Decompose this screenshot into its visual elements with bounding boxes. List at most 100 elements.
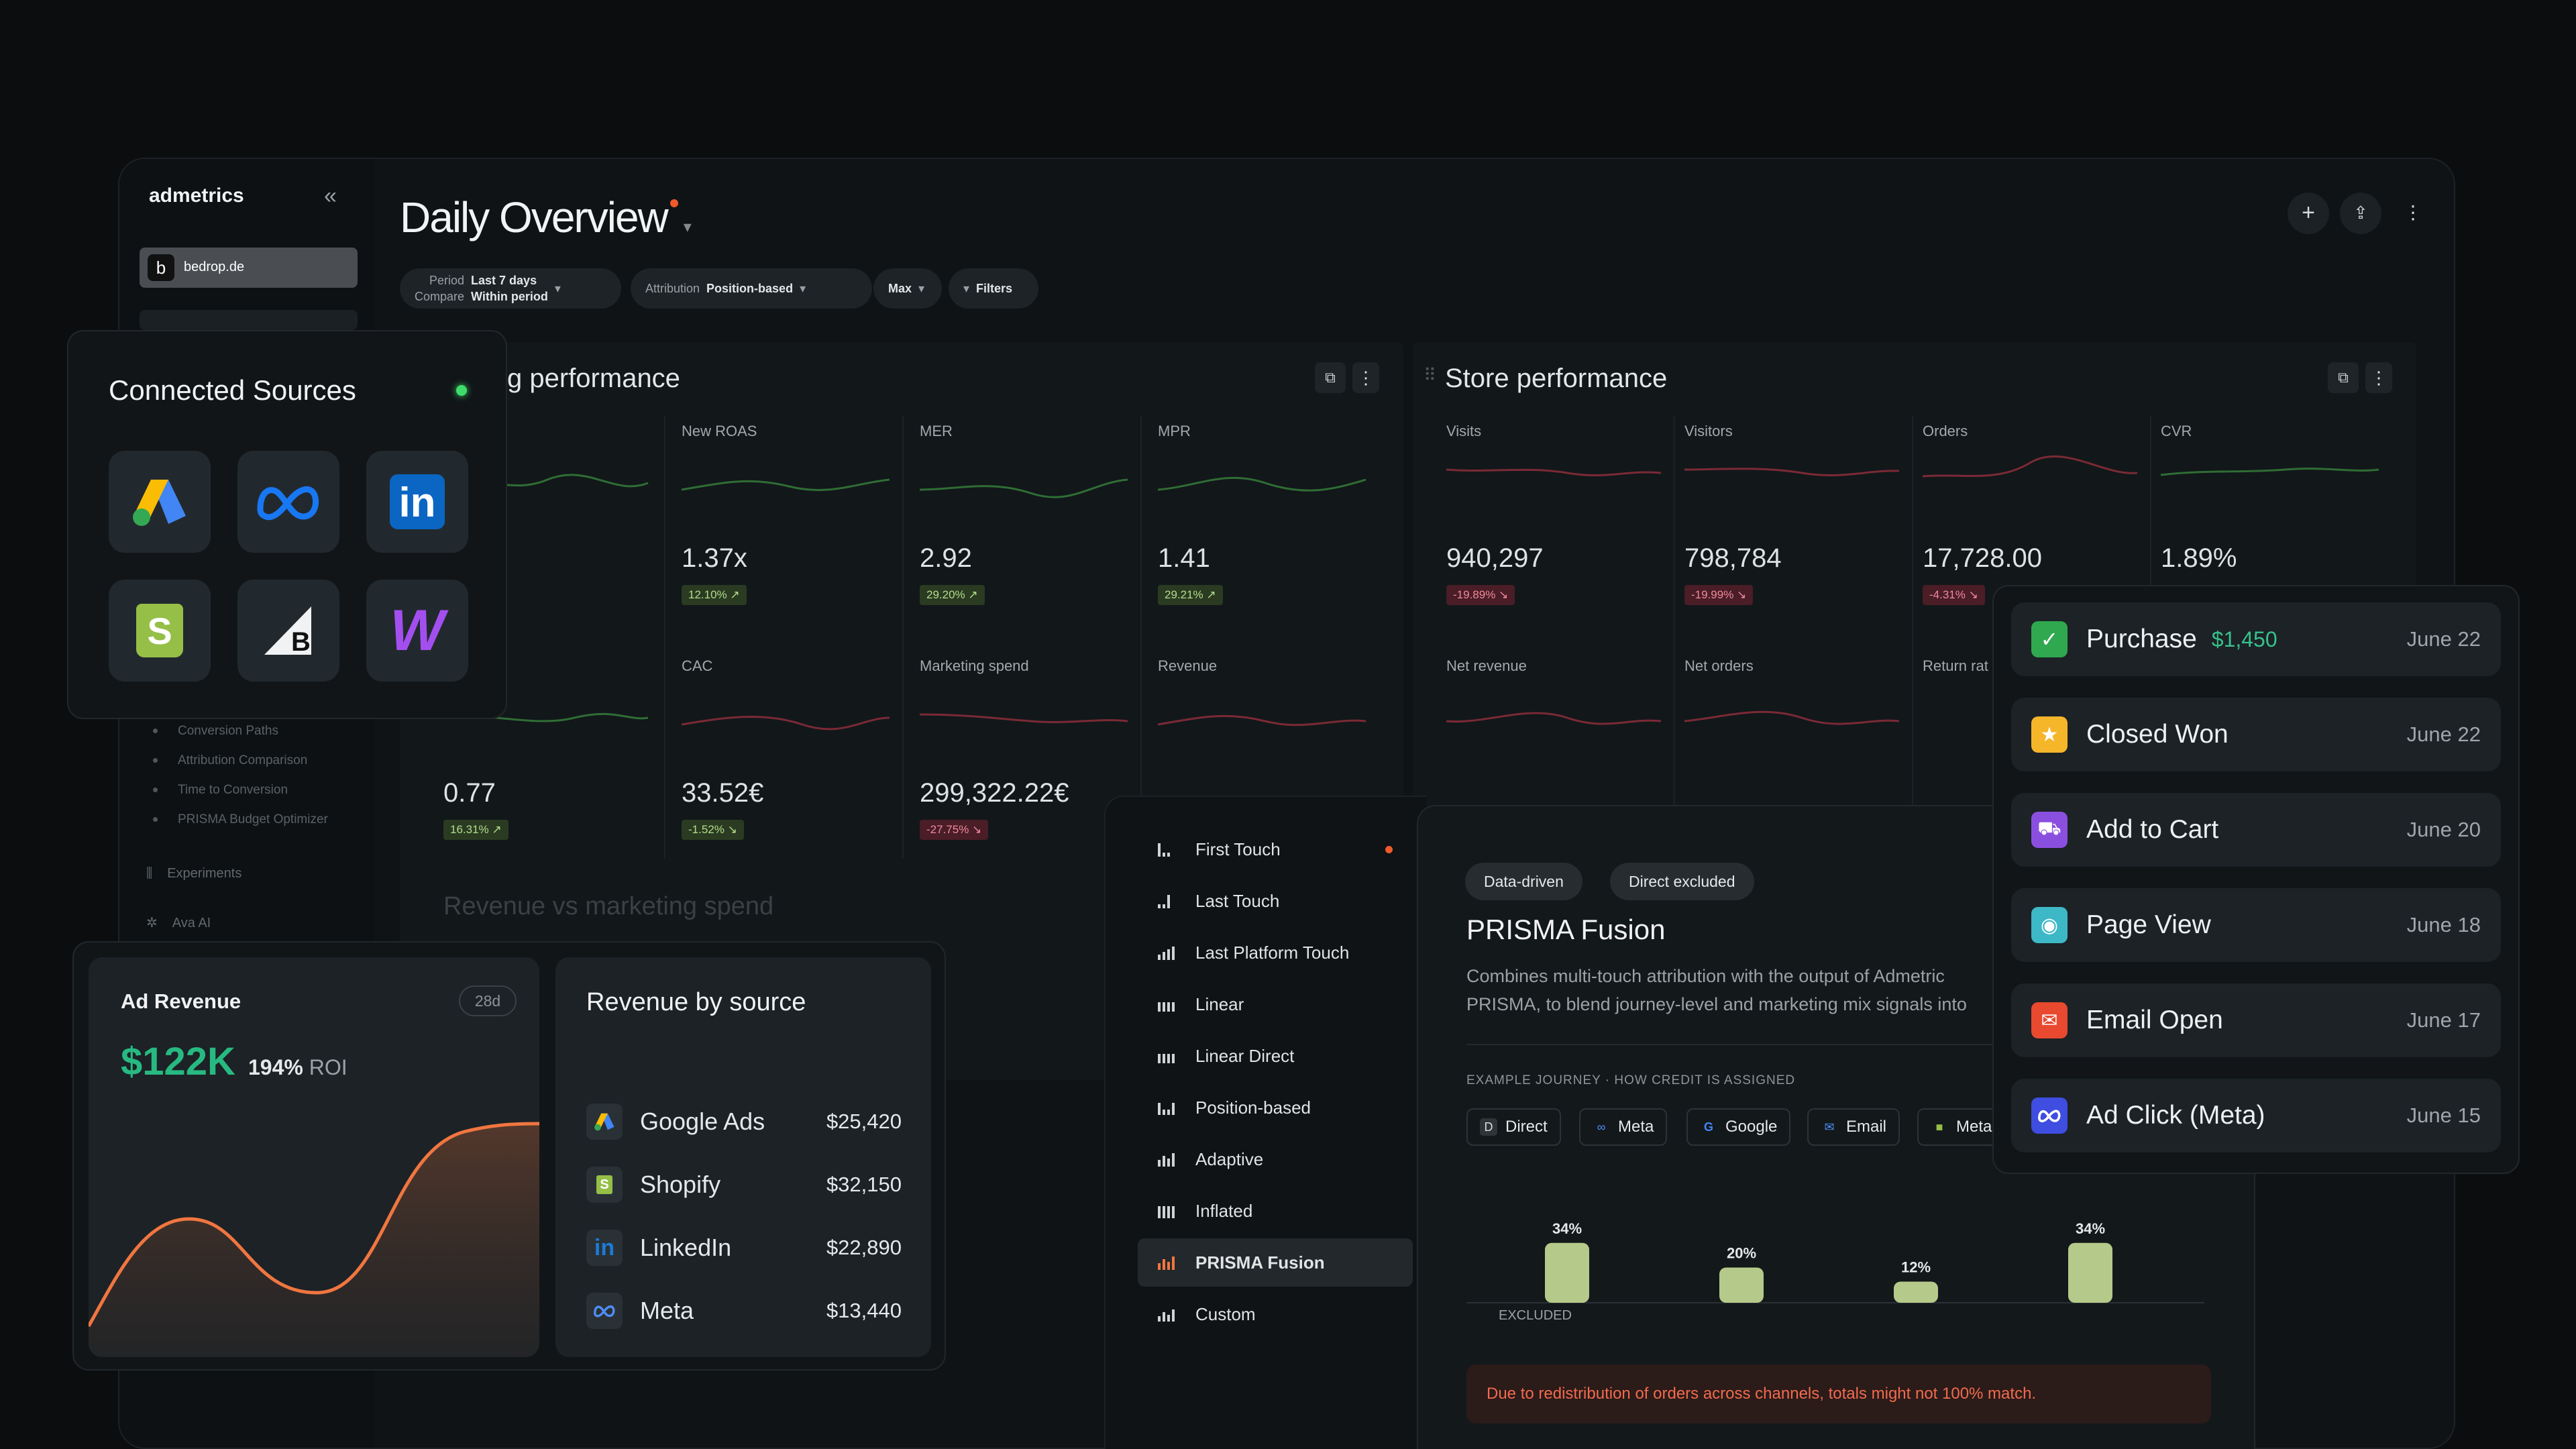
- sidebar-subitem[interactable]: Attribution Comparison: [153, 753, 307, 768]
- card-title: Ad Revenue: [121, 989, 241, 1013]
- account-switcher[interactable]: b bedrop.de: [140, 248, 358, 288]
- email-icon: ✉: [1824, 1120, 1835, 1134]
- model-item-inflated[interactable]: Inflated: [1138, 1187, 1413, 1235]
- account-name: bedrop.de: [184, 260, 245, 274]
- share-icon[interactable]: ⇪: [2340, 193, 2381, 234]
- sidebar-item-experiments[interactable]: ⫼ Experiments: [146, 866, 242, 881]
- attribution-filter[interactable]: Attribution Position-based ▾: [631, 268, 872, 309]
- more-icon[interactable]: ⋮: [2404, 202, 2422, 223]
- source-row[interactable]: Google Ads $25,420: [586, 1099, 902, 1144]
- model-item-last-platform-touch[interactable]: Last Platform Touch: [1138, 928, 1413, 977]
- event-row[interactable]: Ad Click (Meta) June 15: [2011, 1079, 2501, 1152]
- source-tile-woocommerce[interactable]: W: [366, 580, 468, 682]
- metric-delta-badge: 16.31% ↗: [443, 820, 508, 840]
- metric-delta-badge: 12.10% ↗: [682, 585, 747, 605]
- source-tile-meta[interactable]: [237, 451, 339, 553]
- metric-value: 2.92: [920, 543, 972, 573]
- model-item-prisma-fusion[interactable]: PRISMA Fusion: [1138, 1238, 1413, 1287]
- event-row[interactable]: ★ Closed Won June 22: [2011, 698, 2501, 771]
- source-row[interactable]: Meta $13,440: [586, 1289, 902, 1333]
- source-tile-linkedin[interactable]: in: [366, 451, 468, 553]
- meta-icon: [257, 486, 319, 521]
- shopify-icon: S: [586, 1167, 623, 1203]
- ad-revenue-card: Ad Revenue 28d $122K 194% ROI: [89, 957, 539, 1357]
- add-icon[interactable]: +: [2288, 193, 2329, 234]
- inflated-icon: [1158, 1203, 1175, 1218]
- star-icon: ★: [2031, 716, 2068, 753]
- google-icon: G: [1703, 1120, 1713, 1134]
- period-filter[interactable]: Period Compare Last 7 days Within period ▾: [400, 268, 621, 309]
- sidebar-subitem[interactable]: Time to Conversion: [153, 783, 288, 798]
- source-tile-google-ads[interactable]: [109, 451, 211, 553]
- model-item-custom[interactable]: Custom: [1138, 1290, 1413, 1338]
- chevron-down-icon: ▾: [554, 281, 561, 295]
- metric-label: MPR: [1158, 423, 1191, 439]
- tag-data-driven: Data-driven: [1465, 863, 1582, 900]
- event-row[interactable]: ◉ Page View June 18: [2011, 888, 2501, 962]
- drag-handle-icon[interactable]: ⠿: [1424, 365, 1437, 385]
- page-title: Daily Overview ▾: [400, 193, 692, 241]
- model-item-linear[interactable]: Linear: [1138, 980, 1413, 1028]
- source-tile-shopify[interactable]: S: [109, 580, 211, 682]
- collapse-sidebar-icon[interactable]: «: [324, 183, 337, 209]
- more-icon[interactable]: ⋮: [2365, 362, 2392, 393]
- sidebar-item-ava-ai[interactable]: ✲ Ava AI: [146, 916, 211, 930]
- metric-value: 17,728.00: [1923, 543, 2042, 573]
- open-external-icon[interactable]: ⧉: [1315, 362, 1346, 393]
- more-icon[interactable]: ⋮: [1352, 362, 1379, 393]
- meta-icon: ∞: [1597, 1120, 1606, 1134]
- status-dot: [456, 385, 467, 396]
- last-touch-icon: [1158, 894, 1175, 908]
- metric-label: CAC: [682, 657, 713, 674]
- model-item-linear-direct[interactable]: Linear Direct: [1138, 1032, 1413, 1080]
- metric-label: Visits: [1446, 423, 1482, 439]
- metric-value: 1.37x: [682, 543, 747, 573]
- ad-revenue-value: $122K: [121, 1040, 235, 1083]
- sidebar-subitem[interactable]: Conversion Paths: [153, 724, 278, 739]
- model-item-first-touch[interactable]: First Touch: [1138, 825, 1413, 873]
- metric-value: 798,784: [1684, 543, 1782, 573]
- linear-icon: [1158, 997, 1175, 1012]
- metric-value: 33.52€: [682, 778, 764, 808]
- journey-chip-direct: D Direct: [1466, 1108, 1561, 1146]
- mail-icon: ✉: [2031, 1002, 2068, 1038]
- metric-label: Marketing spend: [920, 657, 1029, 674]
- event-row[interactable]: ⛟ Add to Cart June 20: [2011, 793, 2501, 867]
- window-filter[interactable]: Max ▾: [873, 268, 942, 309]
- period-badge[interactable]: 28d: [459, 985, 517, 1016]
- svg-text:B: B: [291, 627, 311, 657]
- source-row[interactable]: in LinkedIn $22,890: [586, 1226, 902, 1270]
- custom-icon: [1158, 1307, 1175, 1322]
- credit-bar-label: 20%: [1727, 1245, 1756, 1262]
- connected-sources-card: Connected Sources in S B W: [67, 330, 507, 719]
- card-title: Revenue by source: [586, 988, 806, 1016]
- linkedin-icon: in: [390, 474, 445, 529]
- divider: [1466, 1044, 2204, 1045]
- meta-icon: [586, 1293, 623, 1329]
- source-tile-bigcommerce[interactable]: B: [237, 580, 339, 682]
- woocommerce-icon: W: [390, 598, 445, 663]
- revenue-by-source-card: Revenue by source Google Ads $25,420 S Sh…: [555, 957, 931, 1357]
- card-title: Connected Sources: [109, 374, 356, 406]
- attribution-model-menu: First Touch Last Touch Last Platform Tou…: [1104, 796, 1426, 1449]
- metric-label: Net revenue: [1446, 657, 1527, 674]
- direct-icon: D: [1480, 1118, 1497, 1136]
- filters-button[interactable]: ▾ Filters: [949, 268, 1038, 309]
- model-item-last-touch[interactable]: Last Touch: [1138, 877, 1413, 925]
- tag-direct-excluded: Direct excluded: [1610, 863, 1754, 900]
- first-touch-icon: [1158, 842, 1175, 857]
- journey-chip-email: ✉ Email: [1807, 1108, 1900, 1146]
- chart-title: Revenue vs marketing spend: [443, 892, 774, 920]
- event-row[interactable]: ✉ Email Open June 17: [2011, 983, 2501, 1057]
- linear-direct-icon: [1158, 1049, 1175, 1063]
- model-item-adaptive[interactable]: Adaptive: [1138, 1135, 1413, 1183]
- model-item-position-based[interactable]: Position-based: [1138, 1083, 1413, 1132]
- sidebar-subitem[interactable]: PRISMA Budget Optimizer: [153, 812, 328, 827]
- event-row[interactable]: ✓ Purchase $1,450 June 22: [2011, 602, 2501, 676]
- source-row[interactable]: S Shopify $32,150: [586, 1163, 902, 1207]
- sidebar-item[interactable]: [140, 310, 358, 330]
- prisma-fusion-icon: [1158, 1255, 1175, 1270]
- credit-bar: [1545, 1242, 1589, 1303]
- open-external-icon[interactable]: ⧉: [2328, 362, 2359, 393]
- prisma-description: Combines multi-touch attribution with th…: [1466, 966, 1967, 1014]
